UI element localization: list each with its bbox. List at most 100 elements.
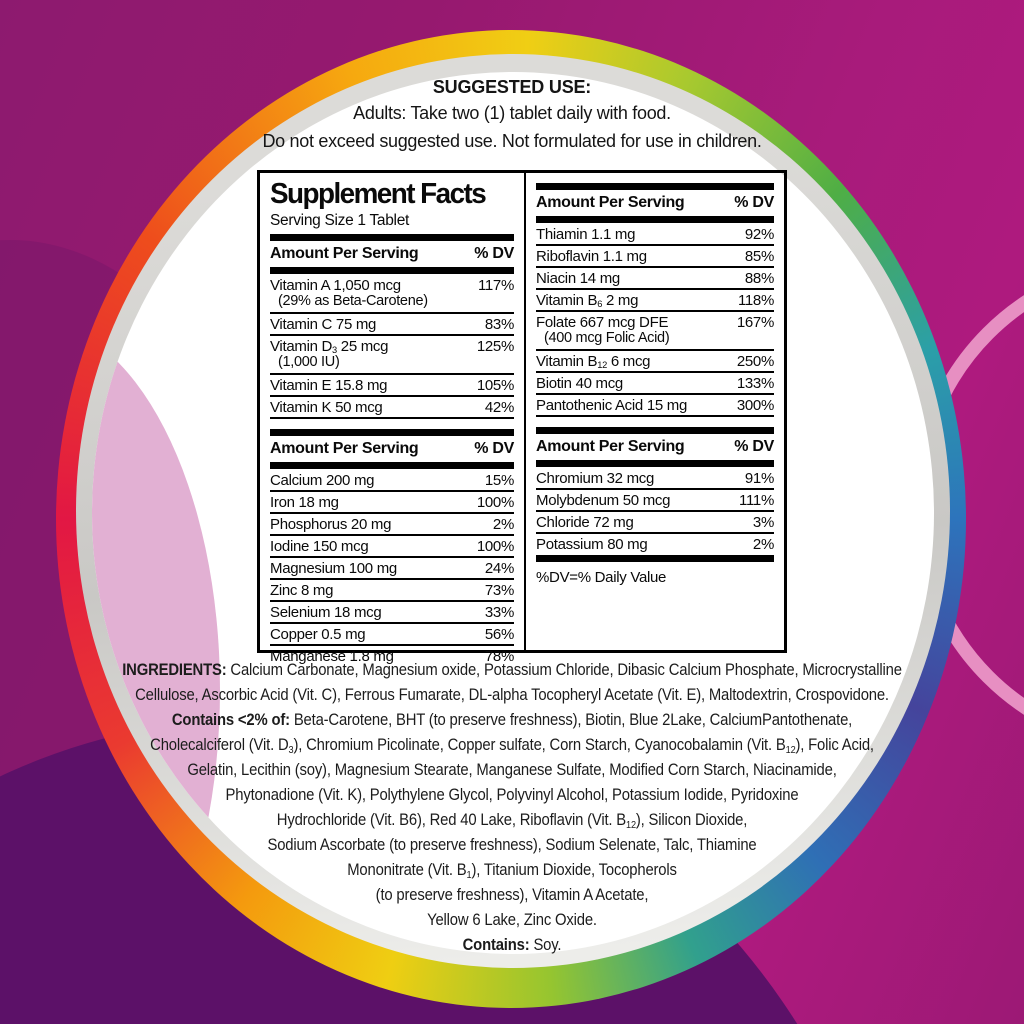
ingredients-block: INGREDIENTS: Calcium Carbonate, Magnesiu…	[51, 658, 973, 958]
ingredients-line: Gelatin, Lecithin (soy), Magnesium Stear…	[187, 761, 837, 779]
nutrient-row-line: Selenium 18 mcg 33%	[270, 602, 514, 622]
nutrient-name: Copper 0.5 mg	[270, 625, 366, 643]
nutrient-row-line: Phosphorus 20 mg 2%	[270, 514, 514, 534]
nutrient-row: Chloride 72 mg 3%	[536, 510, 774, 532]
suggested-use-block: SUGGESTED USE: Adults: Take two (1) tabl…	[0, 74, 1024, 155]
thick-divider-bar	[270, 429, 514, 436]
nutrient-name: Vitamin B6 2 mg	[536, 291, 639, 310]
nutrient-dv-value: 88%	[744, 269, 774, 287]
nutrient-name: Biotin 40 mcg	[536, 374, 623, 392]
nutrient-dv-value: 133%	[736, 374, 774, 392]
nutrient-row-line: Potassium 80 mg 2%	[536, 534, 774, 554]
nutrient-row: Calcium 200 mg 15%	[270, 470, 514, 490]
thick-divider-bar	[536, 460, 774, 467]
nutrient-table-vitamins-2: Amount Per Serving % DV Thiamin 1.1 mg 92% R…	[536, 183, 774, 417]
nutrient-name: Vitamin E 15.8 mg	[270, 376, 388, 394]
nutrient-name: Niacin 14 mg	[536, 269, 620, 287]
suggested-use-line: Do not exceed suggested use. Not formula…	[262, 130, 762, 151]
nutrient-name: Iodine 150 mcg	[270, 537, 369, 555]
nutrient-row: Vitamin B12 6 mcg 250%	[536, 349, 774, 371]
nutrient-dv-value: 100%	[476, 537, 514, 555]
ingredients-line: Yellow 6 Lake, Zinc Oxide.	[427, 911, 597, 929]
ingredients-line: Sodium Ascorbate (to preserve freshness)…	[267, 836, 757, 854]
header-percent-dv: % DV	[734, 438, 774, 455]
nutrient-dv-value: 167%	[736, 313, 774, 331]
nutrient-row: Potassium 80 mg 2%	[536, 532, 774, 554]
nutrient-row: Iron 18 mg 100%	[270, 490, 514, 512]
nutrient-name: Manganese 1.8 mg	[270, 647, 394, 665]
nutrient-row: Vitamin D3 25 mcg 125% (1,000 IU)	[270, 334, 514, 370]
header-amount-per-serving: Amount Per Serving	[536, 194, 685, 211]
nutrient-dv-value: 91%	[744, 469, 774, 487]
nutrient-table-vitamins-1: Amount Per Serving % DV Vitamin A 1,050 mc…	[270, 234, 514, 419]
nutrient-name: Vitamin B12 6 mcg	[536, 352, 651, 371]
nutrient-name: Phosphorus 20 mg	[270, 515, 392, 533]
header-amount-per-serving: Amount Per Serving	[270, 245, 419, 262]
nutrient-row: Vitamin A 1,050 mcg 117% (29% as Beta-Caro…	[270, 275, 514, 309]
thick-divider-bar	[270, 234, 514, 241]
nutrient-dv-value: 105%	[476, 376, 514, 394]
header-percent-dv: % DV	[734, 194, 774, 211]
ingredients-line: Hydrochloride (Vit. B6), Red 40 Lake, Ri…	[276, 811, 748, 831]
nutrient-row: Copper 0.5 mg 56%	[270, 622, 514, 644]
thick-divider-bar	[536, 427, 774, 434]
nutrient-dv-value: 56%	[484, 625, 514, 643]
nutrient-name: Chloride 72 mg	[536, 513, 634, 531]
nutrient-row: Folate 667 mcg DFE 167% (400 mcg Folic Aci…	[536, 310, 774, 346]
nutrient-dv-value: 300%	[736, 396, 774, 414]
nutrient-name: Pantothenic Acid 15 mg	[536, 396, 688, 414]
column-header: Amount Per Serving % DV	[270, 437, 514, 461]
nutrient-row-line: Magnesium 100 mg 24%	[270, 558, 514, 578]
nutrient-row-line: Folate 667 mcg DFE 167%	[536, 312, 774, 332]
nutrient-row: Vitamin C 75 mg 83%	[270, 312, 514, 334]
table-gap	[536, 417, 774, 426]
nutrient-row-line: Molybdenum 50 mcg 111%	[536, 490, 774, 510]
nutrient-row-line: Vitamin B6 2 mg 118%	[536, 290, 774, 310]
nutrient-row: Iodine 150 mcg 100%	[270, 534, 514, 556]
nutrient-name: Iron 18 mg	[270, 493, 339, 511]
header-percent-dv: % DV	[474, 245, 514, 262]
nutrient-dv-value: 78%	[484, 647, 514, 665]
ingredients-line: INGREDIENTS: Calcium Carbonate, Magnesiu…	[122, 661, 902, 679]
nutrient-dv-value: 15%	[484, 471, 514, 489]
label-disc	[92, 72, 934, 954]
nutrient-row-line: Copper 0.5 mg 56%	[270, 624, 514, 644]
nutrient-dv-value: 100%	[476, 493, 514, 511]
nutrient-row: Manganese 1.8 mg 78%	[270, 644, 514, 666]
nutrient-row: Vitamin K 50 mcg 42%	[270, 395, 514, 417]
nutrient-name: Vitamin A 1,050 mcg	[270, 276, 401, 294]
table-gap	[270, 419, 514, 428]
nutrient-row-line: Vitamin K 50 mcg 42%	[270, 397, 514, 417]
nutrient-table-minerals-1: Amount Per Serving % DV Calcium 200 mg 15% I…	[270, 429, 514, 666]
nutrient-row-line: Manganese 1.8 mg 78%	[270, 646, 514, 666]
nutrient-dv-value: 73%	[484, 581, 514, 599]
ingredients-line: (to preserve freshness), Vitamin A Aceta…	[375, 886, 649, 904]
nutrient-row-line: Vitamin A 1,050 mcg 117%	[270, 275, 514, 295]
nutrient-row-line: Vitamin D3 25 mcg 125%	[270, 336, 514, 356]
nutrient-row-line: Iodine 150 mcg 100%	[270, 536, 514, 556]
nutrient-row: Biotin 40 mcg 133%	[536, 371, 774, 393]
nutrient-name: Vitamin C 75 mg	[270, 315, 377, 333]
nutrient-name: Riboflavin 1.1 mg	[536, 247, 647, 265]
thick-divider-bar	[270, 267, 514, 274]
header-percent-dv: % DV	[474, 440, 514, 457]
column-header: Amount Per Serving % DV	[536, 435, 774, 459]
thick-divider-bar	[536, 183, 774, 190]
nutrient-name: Vitamin K 50 mcg	[270, 398, 383, 416]
nutrient-name: Magnesium 100 mg	[270, 559, 397, 577]
ingredients-line: Contains: Soy.	[462, 936, 562, 954]
nutrient-row: Pantothenic Acid 15 mg 300%	[536, 393, 774, 415]
nutrient-name: Chromium 32 mcg	[536, 469, 655, 487]
nutrient-row-line: Riboflavin 1.1 mg 85%	[536, 246, 774, 266]
nutrient-row: Molybdenum 50 mcg 111%	[536, 488, 774, 510]
nutrient-note: (1,000 IU)	[278, 354, 340, 370]
nutrient-row-line: Vitamin C 75 mg 83%	[270, 314, 514, 334]
suggested-use-title: SUGGESTED USE:	[432, 77, 592, 97]
dv-footnote: %DV=% Daily Value	[536, 569, 667, 586]
nutrient-row: Vitamin B6 2 mg 118%	[536, 288, 774, 310]
nutrient-row: Chromium 32 mcg 91%	[536, 468, 774, 488]
nutrient-row-line: Iron 18 mg 100%	[270, 492, 514, 512]
nutrient-row-line: Vitamin E 15.8 mg 105%	[270, 375, 514, 395]
nutrient-note: (29% as Beta-Carotene)	[278, 293, 428, 309]
nutrient-dv-value: 3%	[752, 513, 774, 531]
